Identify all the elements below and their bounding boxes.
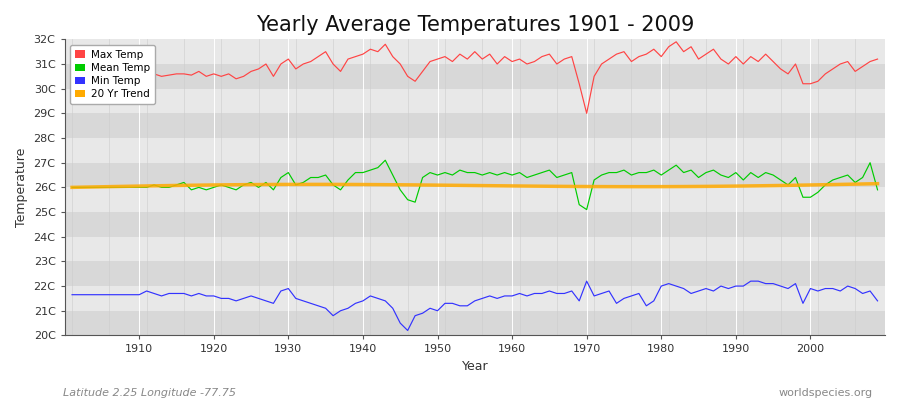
Bar	[65, 113, 885, 138]
Bar	[65, 212, 885, 237]
Y-axis label: Temperature: Temperature	[15, 148, 28, 227]
Bar	[65, 237, 885, 261]
Bar	[65, 163, 885, 187]
Title: Yearly Average Temperatures 1901 - 2009: Yearly Average Temperatures 1901 - 2009	[256, 15, 694, 35]
Bar	[65, 286, 885, 311]
Bar	[65, 89, 885, 113]
Bar	[65, 187, 885, 212]
Text: Latitude 2.25 Longitude -77.75: Latitude 2.25 Longitude -77.75	[63, 388, 236, 398]
Bar	[65, 39, 885, 64]
Bar	[65, 311, 885, 336]
Bar	[65, 64, 885, 89]
Text: worldspecies.org: worldspecies.org	[778, 388, 873, 398]
Bar	[65, 138, 885, 163]
Legend: Max Temp, Mean Temp, Min Temp, 20 Yr Trend: Max Temp, Mean Temp, Min Temp, 20 Yr Tre…	[70, 44, 155, 104]
X-axis label: Year: Year	[462, 360, 488, 373]
Bar	[65, 261, 885, 286]
